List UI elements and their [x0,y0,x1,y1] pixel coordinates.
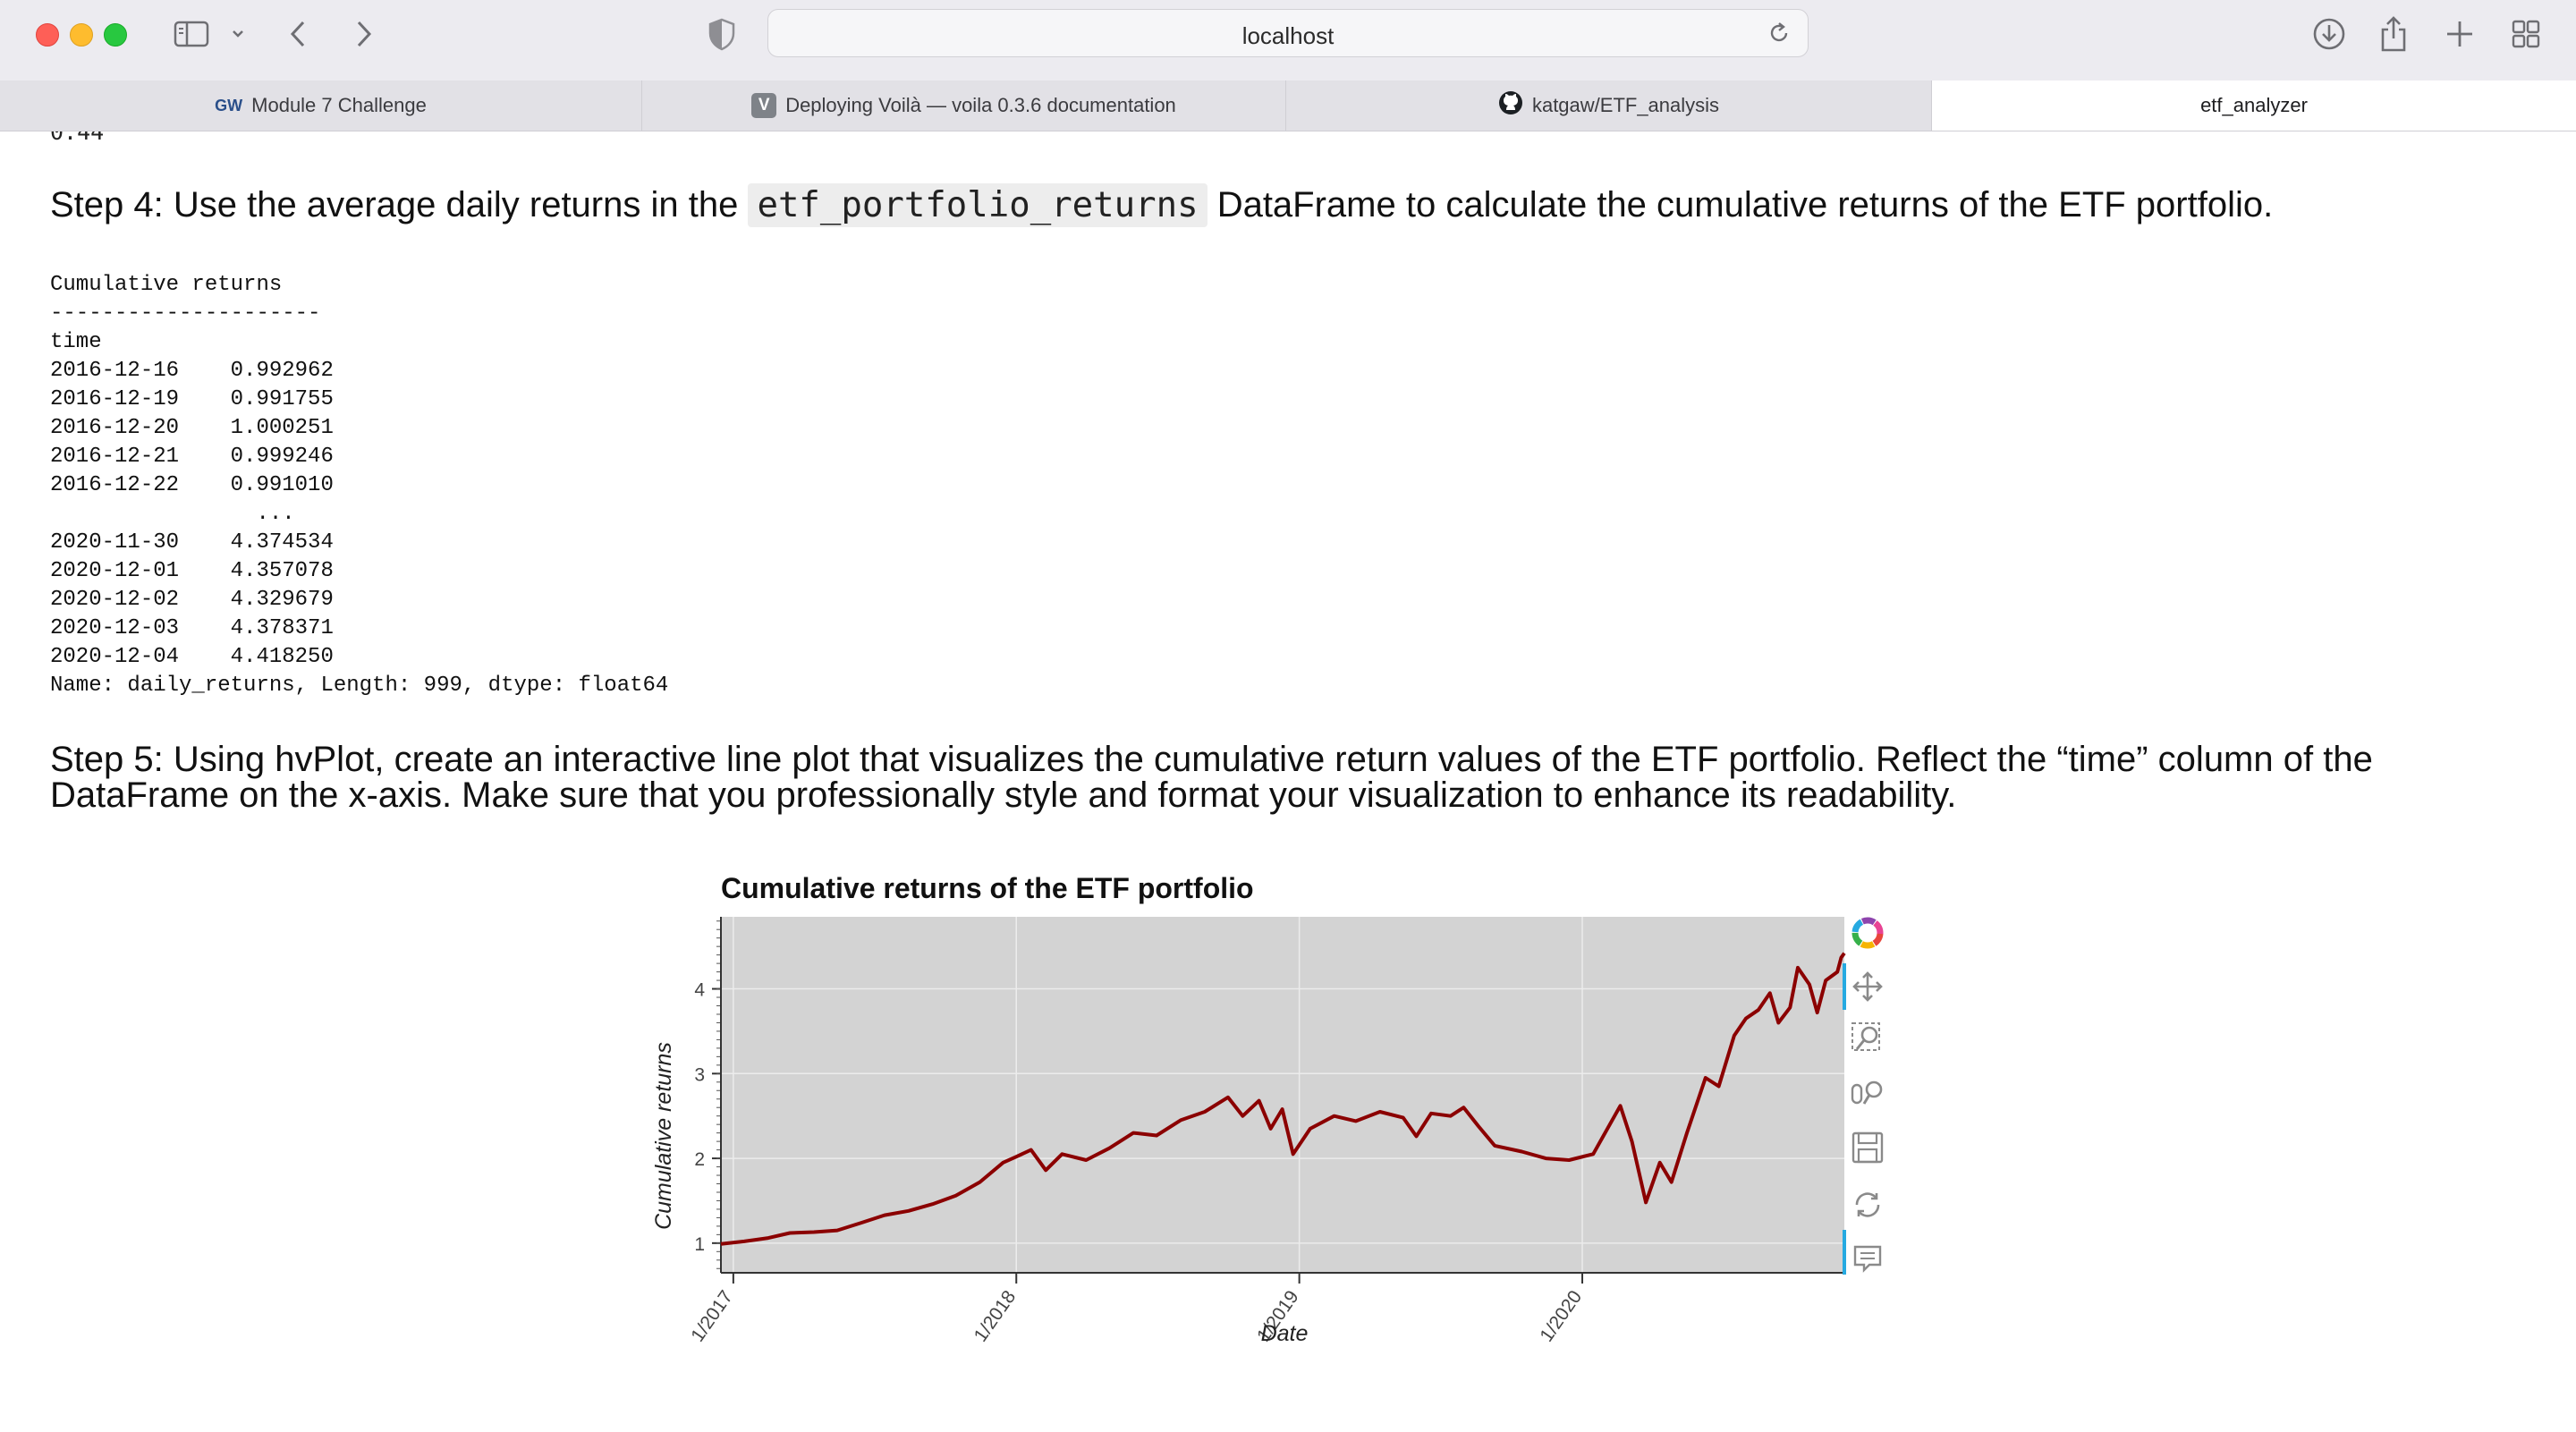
step4-prefix: Step 4: Use the average daily returns in… [50,185,739,225]
chart-title: Cumulative returns of the ETF portfolio [721,872,1254,904]
y-tick-label: 2 [694,1149,705,1170]
hover-tool-icon[interactable] [1846,1237,1889,1280]
address-text: localhost [1241,22,1335,49]
privacy-shield-icon[interactable] [707,16,737,52]
pan-tool-icon[interactable] [1846,965,1889,1008]
output-line: 2016-12-19 0.991755 [50,387,334,411]
output-line: 2016-12-21 0.999246 [50,445,334,469]
output-line: 2020-12-04 4.418250 [50,645,334,669]
save-tool-icon[interactable] [1846,1126,1889,1169]
sidebar-toggle-icon[interactable] [174,16,209,52]
window-minimize-button[interactable] [70,23,93,47]
window-close-button[interactable] [36,23,59,47]
tab-voila-docs[interactable]: V Deploying Voilà — voila 0.3.6 document… [642,80,1286,131]
active-tool-indicator [1843,1230,1846,1275]
downloads-icon[interactable] [2311,16,2347,52]
new-tab-icon[interactable] [2444,16,2476,52]
y-tick-label: 1 [694,1234,705,1255]
step5-heading: Step 5: Using hvPlot, create an interact… [50,741,2373,813]
output-line: 2020-12-03 4.378371 [50,616,334,640]
plot-area [721,917,1844,1273]
tab-label: katgaw/ETF_analysis [1531,94,1720,116]
notebook-page: 0.44 Step 4: Use the average daily retur… [0,131,2576,1432]
cumulative-returns-output: Cumulative returns --------------------- t… [50,271,668,700]
reset-tool-icon[interactable] [1846,1183,1889,1226]
tab-bar: GW Module 7 Challenge V Deploying Voilà … [0,80,2576,131]
chevron-down-icon[interactable] [229,16,247,52]
tab-module-7-challenge[interactable]: GW Module 7 Challenge [0,80,642,131]
output-line: --------------------- [50,301,321,326]
box-zoom-icon[interactable] [1846,1017,1889,1060]
step4-code: etf_portfolio_returns [748,183,1208,227]
output-line: ... [50,502,295,526]
output-line: 2016-12-22 0.991010 [50,473,334,497]
step4-suffix: DataFrame to calculate the cumulative re… [1216,185,2274,225]
output-line: 2020-12-02 4.329679 [50,588,334,612]
window-maximize-button[interactable] [104,23,127,47]
output-line: 2020-12-01 4.357078 [50,559,334,583]
reload-icon[interactable] [1767,21,1792,50]
tab-etf-analyzer[interactable]: etf_analyzer [1932,80,2576,131]
x-tick-label: 1/2020 [1536,1287,1586,1346]
y-axis-label: Cumulative returns [651,1042,676,1230]
tab-label: Deploying Voilà — voila 0.3.6 documentat… [785,94,1176,116]
x-axis-label: Date [1261,1321,1309,1346]
tab-github-repo[interactable]: katgaw/ETF_analysis [1286,80,1932,131]
bokeh-logo-icon[interactable] [1846,911,1889,954]
cumulative-returns-line [720,952,1846,1246]
step5-line1: Step 5: Using hvPlot, create an interact… [50,740,2373,779]
output-line: 2016-12-20 1.000251 [50,416,334,440]
output-line: 2020-11-30 4.374534 [50,530,334,555]
tab-label: Module 7 Challenge [251,94,427,116]
output-line: time [50,330,102,354]
share-icon[interactable] [2377,16,2410,52]
voila-favicon-icon: V [751,93,777,118]
previous-output-fragment: 0.44 [50,131,105,145]
output-line: Name: daily_returns, Length: 999, dtype:… [50,674,669,698]
github-icon [1498,90,1523,121]
address-bar[interactable]: localhost [767,9,1809,57]
tab-overview-icon[interactable] [2510,16,2542,52]
back-arrow-icon[interactable] [286,16,311,52]
forward-arrow-icon[interactable] [351,16,376,52]
step4-heading: Step 4: Use the average daily returns in… [50,183,2274,227]
x-tick-label: 1/2017 [687,1287,737,1346]
output-line: Cumulative returns [50,273,283,297]
y-tick-label: 3 [694,1064,705,1085]
gw-favicon-icon: GW [215,96,243,114]
active-tool-indicator [1843,963,1846,1010]
step5-line2: DataFrame on the x-axis. Make sure that … [50,775,1957,815]
wheel-zoom-icon[interactable] [1846,1072,1889,1115]
x-tick-label: 1/2018 [970,1287,1021,1346]
output-line: 2016-12-16 0.992962 [50,359,334,383]
y-tick-label: 4 [694,980,705,1001]
tab-label: etf_analyzer [2200,94,2308,116]
browser-toolbar: localhost [0,0,2576,81]
